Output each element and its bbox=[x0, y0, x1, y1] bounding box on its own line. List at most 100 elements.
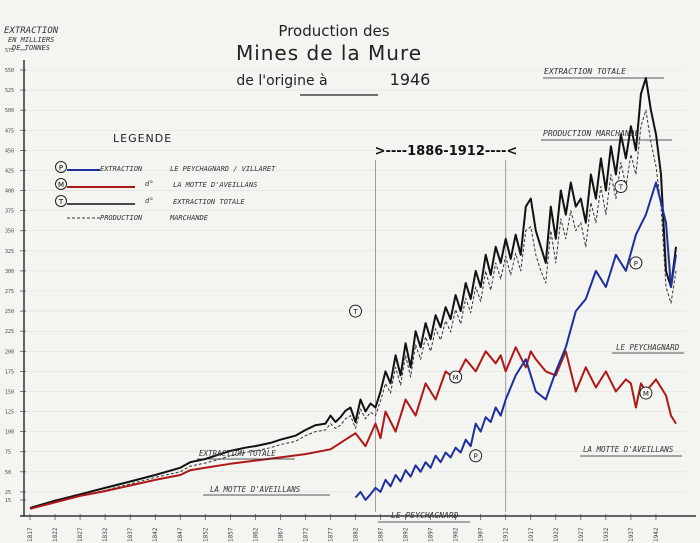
series-marker: T bbox=[614, 180, 628, 194]
x-tick-label: 1927 bbox=[578, 527, 585, 542]
annot-la-motte-low: LA MOTTE D'AVEILLANS bbox=[210, 485, 301, 494]
svg-text:Mines de la Mure: Mines de la Mure bbox=[236, 41, 422, 65]
x-tick-label: 1892 bbox=[403, 527, 410, 542]
x-tick-label: 1912 bbox=[503, 527, 510, 542]
annot-la-motte-right: LA MOTTE D'AVEILLANS bbox=[583, 445, 674, 454]
series-marker: M bbox=[449, 370, 463, 384]
series-line-1 bbox=[29, 109, 677, 510]
svg-text:EXTRACTION: EXTRACTION bbox=[4, 26, 59, 36]
series-lines bbox=[29, 77, 677, 510]
y-tick-label: 175 bbox=[5, 369, 14, 375]
y-tick-label: 275 bbox=[5, 289, 14, 295]
period-indicator: >----1886-1912----< bbox=[375, 144, 518, 159]
svg-text:M: M bbox=[58, 181, 64, 189]
legend-title: LEGENDE bbox=[113, 132, 172, 145]
y-tick-label: 50 bbox=[5, 470, 11, 476]
svg-text:de l'origine à: de l'origine à bbox=[236, 73, 327, 89]
svg-text:EXTRACTION TOTALE: EXTRACTION TOTALE bbox=[173, 198, 245, 206]
svg-text:EN MILLIERS: EN MILLIERS bbox=[8, 36, 54, 44]
legend-item-production: PRODUCTION MARCHANDE bbox=[67, 214, 209, 222]
y-tick-label: 325 bbox=[5, 249, 14, 255]
y-tick-labels: 15 25 50 75 100 125 150 175 200 225 250 275 300 325 35… bbox=[5, 48, 26, 504]
x-tick-label: 1897 bbox=[428, 527, 435, 542]
series-line-0 bbox=[29, 77, 677, 509]
svg-text:1946: 1946 bbox=[390, 70, 431, 89]
series-marker: P bbox=[629, 256, 643, 270]
x-tick-labels: 1817 1822 1827 1832 1837 1842 1847 1852 1857 1862… bbox=[27, 514, 660, 542]
y-tick-label: 525 bbox=[5, 88, 14, 94]
y-tick-label: 300 bbox=[5, 269, 14, 275]
x-tick-label: 1842 bbox=[152, 527, 159, 542]
y-tick-label: 225 bbox=[5, 329, 14, 335]
svg-text:MARCHANDE: MARCHANDE bbox=[169, 214, 209, 222]
y-tick-label: 350 bbox=[5, 229, 14, 235]
y-tick-label: 375 bbox=[5, 209, 14, 215]
series-line-3 bbox=[354, 181, 677, 501]
y-tick-label: 425 bbox=[5, 168, 14, 174]
x-tick-label: 1932 bbox=[603, 527, 610, 542]
annot-extraction-totale-top: EXTRACTION TOTALE bbox=[544, 67, 626, 76]
y-tick-label: 25 bbox=[5, 490, 11, 496]
x-tick-label: 1867 bbox=[277, 527, 284, 542]
svg-text:M: M bbox=[453, 374, 459, 382]
svg-text:EXTRACTION: EXTRACTION bbox=[100, 165, 143, 173]
annot-extraction-totale-low: EXTRACTION TOTALE bbox=[199, 449, 276, 458]
y-tick-label: 150 bbox=[5, 389, 14, 395]
x-tick-label: 1847 bbox=[177, 527, 184, 542]
x-tick-label: 1817 bbox=[27, 527, 34, 542]
y-tick-label: 400 bbox=[5, 189, 14, 195]
svg-text:M: M bbox=[643, 390, 649, 398]
x-tick-label: 1937 bbox=[628, 527, 635, 542]
x-tick-label: 1827 bbox=[77, 527, 84, 542]
y-axis-label: EXTRACTION EN MILLIERS DE TONNES bbox=[4, 26, 59, 52]
annot-le-peychagnard-right: LE PEYCHAGNARD bbox=[616, 343, 680, 352]
svg-text:PRODUCTION: PRODUCTION bbox=[100, 214, 143, 222]
series-line-2 bbox=[29, 346, 677, 510]
legend-item-peychagnard: P EXTRACTION LE PEYCHAGNARD / VILLARET bbox=[55, 161, 276, 173]
x-tick-label: 1922 bbox=[553, 527, 560, 542]
x-tick-label: 1877 bbox=[327, 527, 334, 542]
y-tick-label: 450 bbox=[5, 148, 14, 154]
y-tick-label: 500 bbox=[5, 108, 14, 114]
x-tick-label: 1887 bbox=[378, 527, 385, 542]
chart-title: Production des Mines de la Mure de l'ori… bbox=[236, 22, 431, 96]
svg-text:T: T bbox=[618, 184, 624, 192]
svg-text:d°: d° bbox=[145, 180, 153, 188]
x-tick-label: 1942 bbox=[653, 527, 660, 542]
y-tick-label: 200 bbox=[5, 349, 14, 355]
x-tick-label: 1872 bbox=[302, 527, 309, 542]
y-tick-label: 250 bbox=[5, 309, 14, 315]
y-tick-label: 100 bbox=[5, 430, 14, 436]
x-tick-label: 1907 bbox=[478, 527, 485, 542]
y-tick-label: 475 bbox=[5, 128, 14, 134]
chart-axes bbox=[20, 60, 696, 517]
svg-text:Production des: Production des bbox=[278, 22, 389, 40]
svg-text:DE TONNES: DE TONNES bbox=[11, 44, 50, 52]
x-tick-label: 1822 bbox=[52, 527, 59, 542]
x-tick-label: 1837 bbox=[127, 527, 134, 542]
svg-text:T: T bbox=[352, 308, 358, 316]
y-tick-label: 125 bbox=[5, 410, 14, 416]
svg-text:LE PEYCHAGNARD / VILLARET: LE PEYCHAGNARD / VILLARET bbox=[170, 165, 276, 173]
x-tick-label: 1902 bbox=[453, 527, 460, 542]
svg-text:P: P bbox=[59, 164, 63, 172]
annot-production-marchande-top: PRODUCTION MARCHANDE bbox=[543, 129, 640, 138]
x-tick-label: 1917 bbox=[528, 527, 535, 542]
annotations: EXTRACTION TOTALE PRODUCTION MARCHANDE L… bbox=[197, 67, 684, 523]
series-marker: T bbox=[348, 304, 362, 318]
series-markers: T T M M P P bbox=[348, 180, 653, 463]
series-marker: P bbox=[469, 449, 483, 463]
x-tick-label: 1862 bbox=[252, 527, 259, 542]
annot-le-peychagnard-low: LE PEYCHAGNARD bbox=[391, 511, 459, 520]
period-label: >----1886-1912----< bbox=[375, 144, 518, 159]
y-tick-label: 575 bbox=[5, 48, 14, 54]
y-tick-label: 15 bbox=[5, 498, 11, 504]
legend: LEGENDE P EXTRACTION LE PEYCHAGNARD / VI… bbox=[55, 132, 276, 222]
series-marker: M bbox=[639, 386, 653, 400]
svg-text:P: P bbox=[474, 453, 478, 461]
legend-item-la-motte: M d° LA MOTTE D'AVEILLANS bbox=[55, 178, 257, 190]
period-lines bbox=[375, 160, 507, 512]
svg-text:T: T bbox=[58, 198, 64, 206]
x-tick-label: 1857 bbox=[227, 527, 234, 542]
